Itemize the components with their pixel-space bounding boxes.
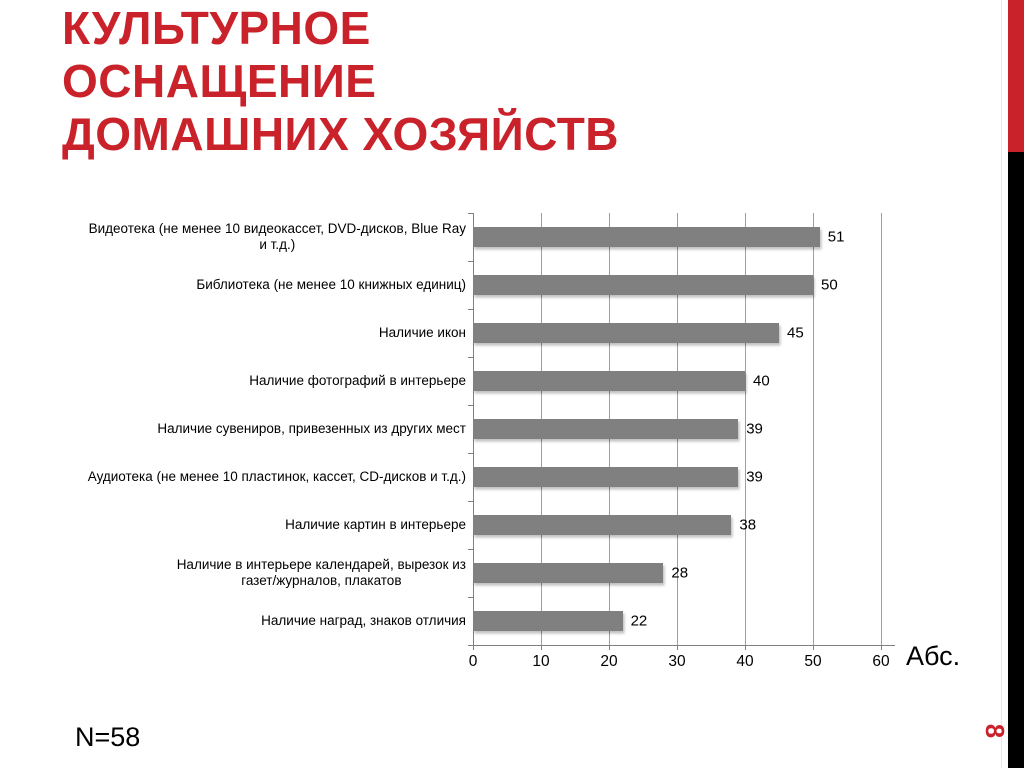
page-title-line-1: КУЛЬТУРНОЕ (62, 2, 371, 54)
y-tick (468, 405, 473, 406)
value-axis (473, 645, 895, 646)
value-label: 51 (827, 228, 845, 246)
y-tick (468, 309, 473, 310)
category-label: Наличие картин в интерьере (40, 501, 466, 549)
category-label-text: Наличие сувениров, привезенных из других… (157, 421, 466, 436)
y-tick (468, 213, 473, 214)
y-tick (468, 597, 473, 598)
x-tick-label: 40 (736, 653, 754, 670)
page-title: КУЛЬТУРНОЕ ОСНАЩЕНИЕ ДОМАШНИХ ХОЗЯЙСТВ (62, 2, 619, 161)
x-tick-label: 20 (600, 653, 618, 670)
y-tick (468, 501, 473, 502)
y-tick (468, 357, 473, 358)
x-tick-label: 60 (872, 653, 890, 670)
category-label-text: Аудиотека (не менее 10 пластинок, кассет… (87, 469, 466, 484)
y-tick (468, 453, 473, 454)
category-label-text: Библиотека (не менее 10 книжных единиц) (196, 277, 466, 292)
accent-stripe-red (1008, 0, 1024, 152)
y-tick (468, 261, 473, 262)
category-label-text: Наличие в интерьере календарей, вырезок … (176, 557, 466, 588)
bar (473, 563, 664, 583)
stripe-hairline (1001, 0, 1002, 768)
x-tick (473, 645, 474, 650)
category-label: Наличие наград, знаков отличия (40, 597, 466, 645)
accent-stripe-black (1008, 152, 1024, 768)
category-label: Аудиотека (не менее 10 пластинок, кассет… (40, 453, 466, 501)
value-label: 22 (630, 612, 648, 630)
bar (473, 611, 623, 631)
category-label-text: Наличие икон (378, 325, 466, 340)
y-tick (468, 645, 473, 646)
axis-unit-label: Абс. (906, 641, 961, 671)
category-label: Наличие в интерьере календарей, вырезок … (40, 549, 466, 597)
value-label: 45 (787, 324, 804, 342)
category-label: Наличие икон (40, 309, 466, 357)
value-label: 50 (821, 276, 838, 294)
page-title-line-3: ДОМАШНИХ ХОЗЯЙСТВ (62, 108, 620, 160)
value-label: 39 (746, 420, 763, 438)
x-tick (745, 645, 746, 650)
bar (473, 371, 745, 391)
category-label-text: Наличие наград, знаков отличия (261, 613, 466, 628)
page-number: 8 (980, 723, 1011, 739)
x-tick (541, 645, 542, 650)
value-label: 38 (739, 516, 757, 534)
x-tick (609, 645, 610, 650)
y-tick (468, 549, 473, 550)
category-label-text: Наличие фотографий в интерьере (249, 373, 466, 388)
gridline-50 (813, 213, 814, 645)
x-tick-label: 10 (532, 653, 550, 670)
bar (473, 419, 739, 439)
bar (473, 515, 732, 535)
category-label-text: Видеотека (не менее 10 видеокассет, DVD-… (88, 221, 466, 252)
category-label: Видеотека (не менее 10 видеокассет, DVD-… (40, 213, 466, 261)
x-tick-label: 30 (668, 653, 686, 670)
x-tick (677, 645, 678, 650)
page-title-line-2: ОСНАЩЕНИЕ (62, 55, 377, 107)
value-label: 39 (746, 468, 763, 486)
category-label: Наличие фотографий в интерьере (40, 357, 466, 405)
category-label: Библиотека (не менее 10 книжных единиц) (40, 261, 466, 309)
bar (473, 323, 779, 343)
bar (473, 275, 813, 295)
x-tick (881, 645, 882, 650)
value-label: 28 (671, 564, 689, 582)
bar (473, 227, 820, 247)
gridline-40 (745, 213, 746, 645)
value-label: 40 (753, 372, 770, 390)
x-tick-label: 50 (804, 653, 822, 670)
gridline-60 (881, 213, 882, 645)
category-label: Наличие сувениров, привезенных из других… (40, 405, 466, 453)
category-label-text: Наличие картин в интерьере (285, 517, 466, 532)
sample-size-note: N=58 (75, 722, 141, 752)
x-tick-label: 0 (468, 653, 478, 670)
x-tick (813, 645, 814, 650)
bar (473, 467, 739, 487)
